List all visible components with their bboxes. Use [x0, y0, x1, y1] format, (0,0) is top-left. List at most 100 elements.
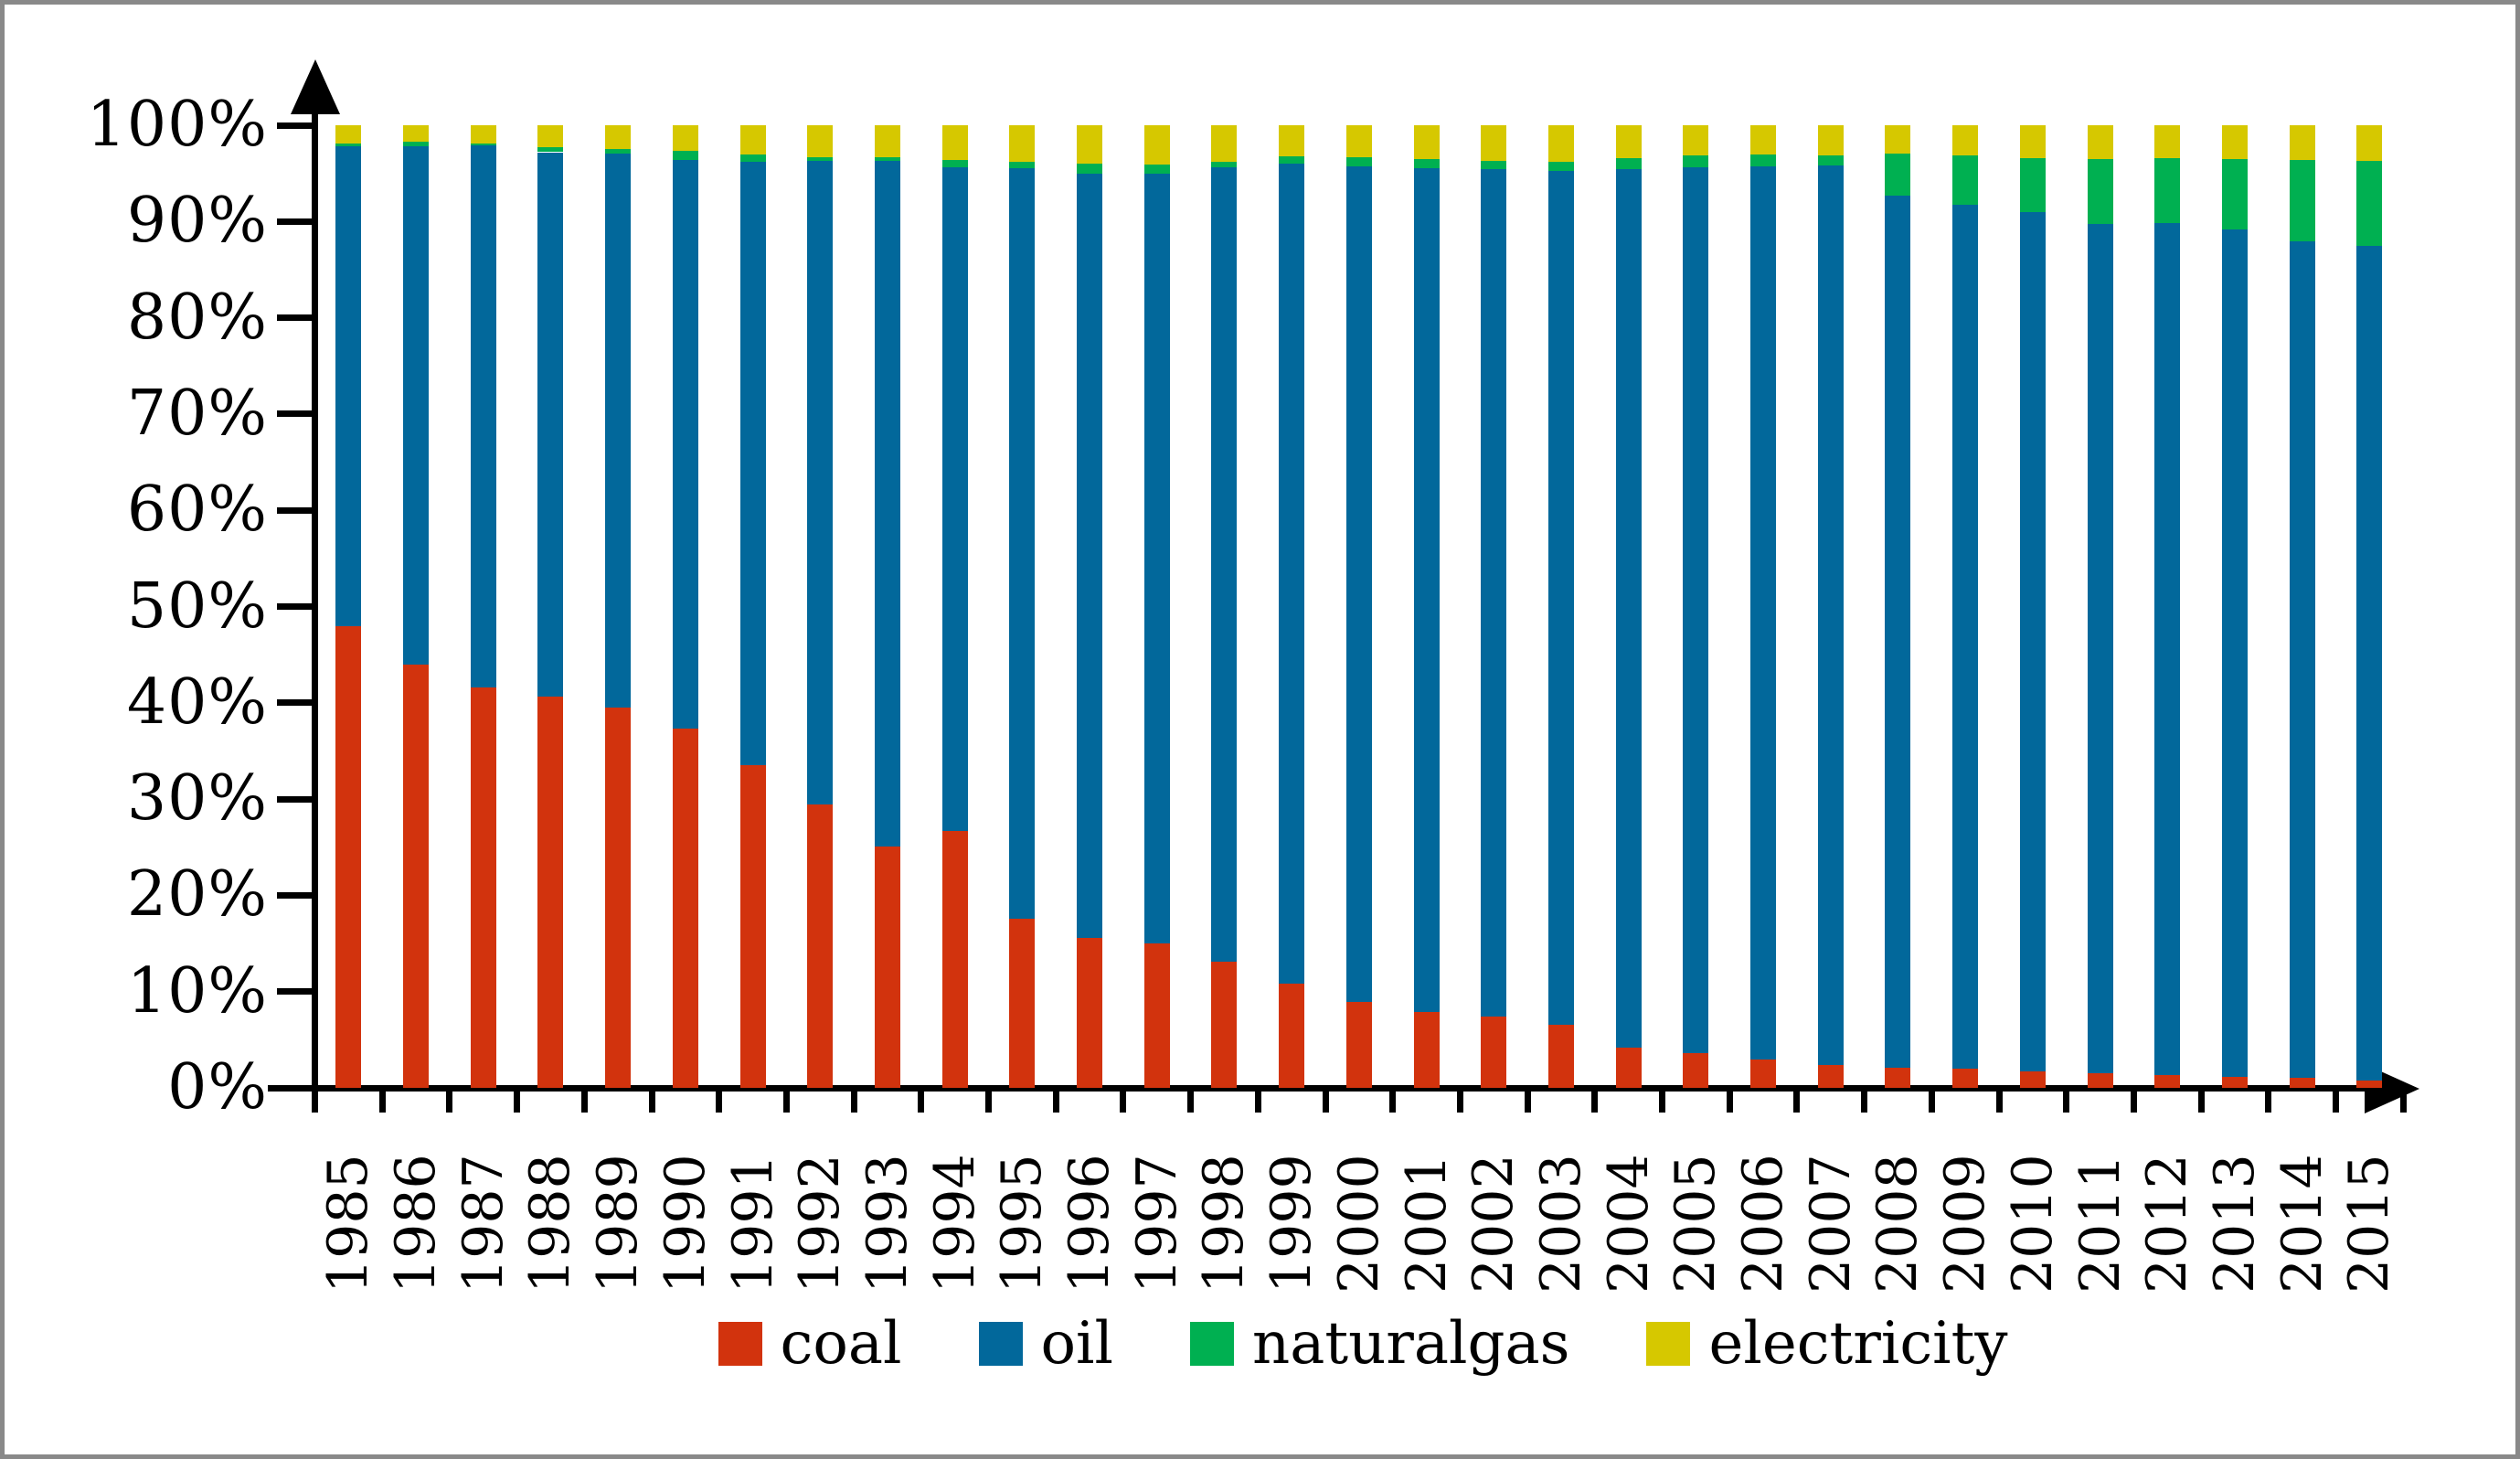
x-tick-18 [1524, 1085, 1531, 1113]
bar-2011-oil [2087, 224, 2113, 1074]
bar-1995-electricity [1009, 125, 1036, 163]
bar-2009-electricity [1952, 125, 1979, 155]
bar-1987-naturalgas [470, 144, 496, 146]
bar-1986-naturalgas [403, 141, 430, 147]
bar-1998-coal [1211, 962, 1238, 1088]
bar-1993-coal [874, 846, 900, 1088]
bar-2012-coal [2154, 1075, 2181, 1088]
bar-2011-electricity [2087, 125, 2113, 159]
bar-2012-electricity [2154, 125, 2181, 158]
x-tick-21 [1726, 1085, 1733, 1113]
bar-1987-coal [470, 687, 496, 1088]
bar-1985-coal [335, 625, 362, 1088]
bar-1989 [605, 125, 632, 1088]
bar-2010-coal [2019, 1071, 2046, 1088]
y-tick-90% [277, 218, 315, 225]
bar-2008-coal [1885, 1067, 1911, 1088]
y-tick-label-40%: 40% [126, 666, 268, 739]
bar-2006-coal [1750, 1060, 1777, 1088]
x-tick-7 [782, 1085, 790, 1113]
y-tick-40% [277, 699, 315, 707]
bar-2014-coal [2289, 1078, 2315, 1088]
bar-2015-oil [2356, 245, 2383, 1081]
bar-2004-coal [1615, 1047, 1642, 1088]
y-tick-10% [277, 988, 315, 996]
x-tick-2 [446, 1085, 453, 1113]
y-tick-label-60%: 60% [126, 474, 268, 547]
bar-2004 [1615, 125, 1642, 1088]
x-axis-label-2000: 2000 [1326, 1154, 1391, 1294]
y-tick-label-80%: 80% [126, 281, 268, 354]
x-axis-label-2011: 2011 [2068, 1154, 2132, 1294]
x-axis-label-1990: 1990 [653, 1154, 718, 1294]
bar-1999 [1279, 125, 1305, 1088]
bar-1988-oil [537, 152, 564, 698]
x-axis-label-2007: 2007 [1798, 1154, 1863, 1294]
bar-2004-oil [1615, 169, 1642, 1048]
bar-1988 [537, 125, 564, 1088]
bar-2000 [1345, 125, 1372, 1088]
bar-1996-oil [1077, 173, 1103, 938]
y-tick-30% [277, 795, 315, 803]
bar-2005-oil [1683, 167, 1709, 1054]
x-axis-label-1987: 1987 [451, 1154, 516, 1294]
y-tick-label-50%: 50% [126, 570, 268, 643]
bar-1992 [807, 125, 834, 1088]
bar-2003 [1547, 125, 1574, 1088]
x-tick-17 [1456, 1085, 1463, 1113]
bar-2001 [1413, 125, 1440, 1088]
x-tick-12 [1120, 1085, 1127, 1113]
legend-item-coal: coal [718, 1312, 902, 1376]
bar-1991-coal [739, 765, 766, 1088]
y-tick-80% [277, 314, 315, 322]
bar-2003-naturalgas [1547, 162, 1574, 171]
bar-2012-naturalgas [2154, 157, 2181, 224]
bar-2013-oil [2221, 229, 2248, 1078]
bar-1997-coal [1143, 943, 1170, 1088]
x-axis-label-2003: 2003 [1528, 1154, 1593, 1294]
bar-1997-electricity [1143, 125, 1170, 165]
y-axis-line [312, 96, 318, 1092]
bar-2007-coal [1817, 1064, 1844, 1088]
bar-2015-naturalgas [2356, 160, 2383, 246]
x-axis-label-2014: 2014 [2270, 1154, 2334, 1294]
bar-2001-oil [1413, 168, 1440, 1012]
bar-2000-electricity [1345, 125, 1372, 157]
bar-1993 [874, 125, 900, 1088]
bar-2004-electricity [1615, 125, 1642, 158]
y-tick-label-20%: 20% [126, 858, 268, 932]
x-axis-label-1996: 1996 [1058, 1154, 1122, 1294]
bar-1998 [1211, 125, 1238, 1088]
bar-1988-coal [537, 697, 564, 1088]
legend-item-electricity: electricity [1646, 1312, 2008, 1376]
bar-1991-oil [739, 162, 766, 766]
x-axis-label-2010: 2010 [2000, 1154, 2065, 1294]
bar-1999-oil [1279, 164, 1305, 985]
bar-1994 [941, 125, 968, 1088]
bar-1994-oil [941, 167, 968, 831]
bar-2012-oil [2154, 223, 2181, 1076]
bar-2002 [1481, 125, 1507, 1088]
x-axis-label-1995: 1995 [990, 1154, 1055, 1294]
bar-1989-oil [605, 153, 632, 708]
legend-item-oil: oil [978, 1312, 1113, 1376]
x-tick-30 [2333, 1085, 2339, 1113]
y-tick-label-10%: 10% [126, 954, 268, 1028]
bar-1989-coal [605, 708, 632, 1088]
x-tick-3 [514, 1085, 521, 1113]
x-axis-label-1991: 1991 [720, 1154, 785, 1294]
bar-1996-electricity [1077, 125, 1103, 165]
bar-2009 [1952, 125, 1979, 1088]
bar-2006 [1750, 125, 1777, 1088]
bar-1988-naturalgas [537, 147, 564, 153]
x-axis-label-1999: 1999 [1260, 1154, 1324, 1294]
y-tick-label-0%: 0% [167, 1051, 268, 1124]
x-axis-label-1988: 1988 [518, 1154, 583, 1294]
x-axis-label-2005: 2005 [1664, 1154, 1728, 1294]
x-axis-label-2012: 2012 [2135, 1154, 2200, 1294]
bar-1987 [470, 125, 496, 1088]
x-tick-20 [1659, 1085, 1665, 1113]
bar-1990-naturalgas [672, 151, 698, 160]
bar-2003-oil [1547, 170, 1574, 1025]
bar-2002-electricity [1481, 125, 1507, 161]
